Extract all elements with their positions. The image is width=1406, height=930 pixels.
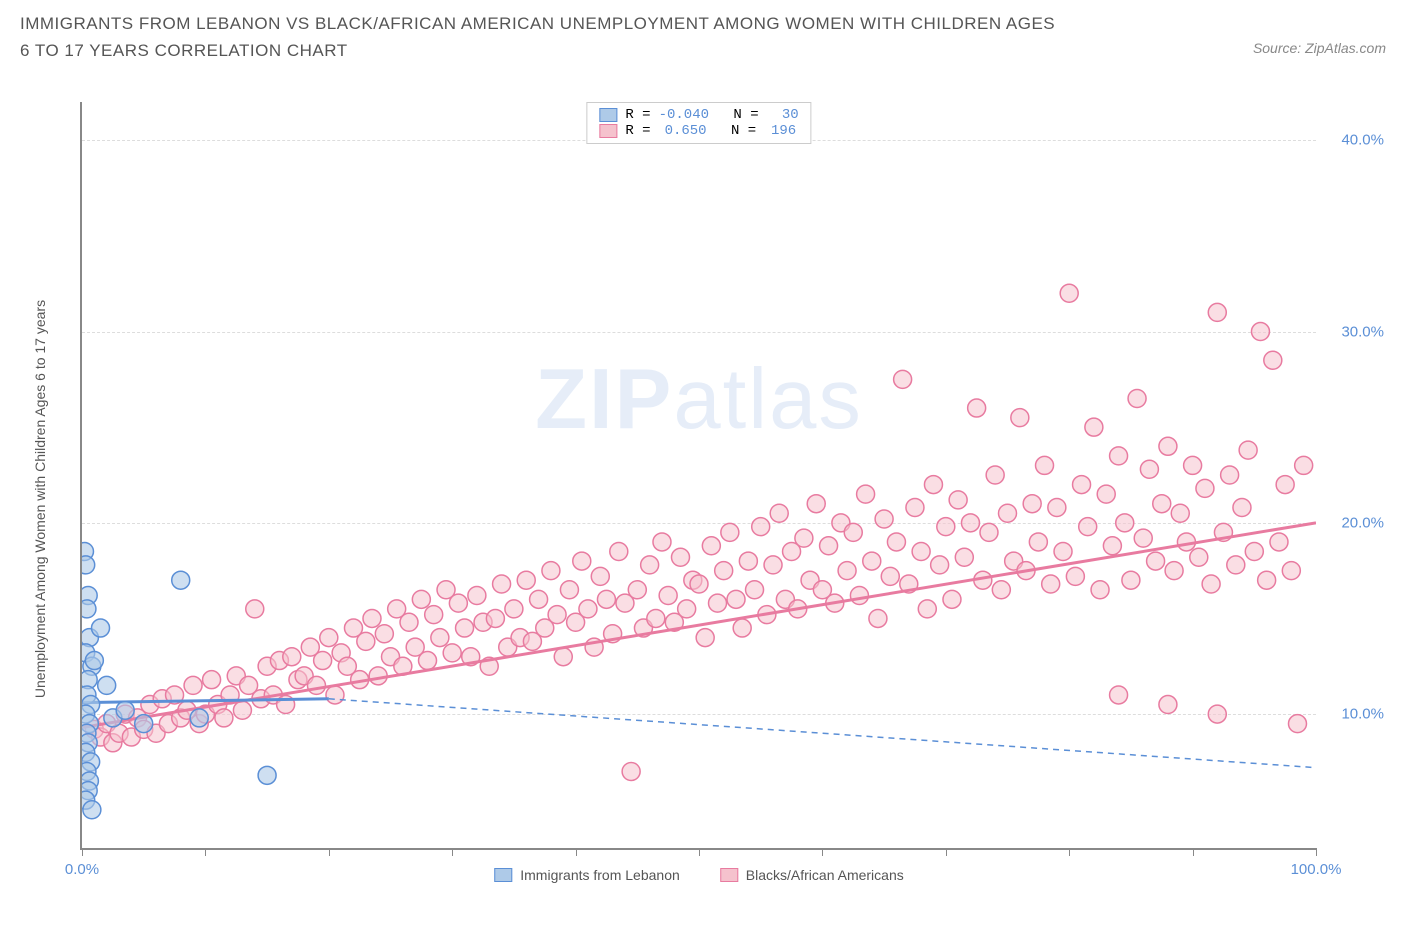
- legend-item-black: Blacks/African Americans: [720, 867, 904, 883]
- x-tick: [205, 848, 206, 856]
- x-tick: [452, 848, 453, 856]
- x-tick: [576, 848, 577, 856]
- chart-container: Unemployment Among Women with Children A…: [50, 92, 1386, 890]
- x-tick: [1316, 848, 1317, 856]
- header: IMMIGRANTS FROM LEBANON VS BLACK/AFRICAN…: [0, 0, 1406, 64]
- series-legend: Immigrants from Lebanon Blacks/African A…: [494, 867, 903, 883]
- x-tick: [822, 848, 823, 856]
- y-tick-label: 10.0%: [1341, 706, 1384, 723]
- y-tick-label: 40.0%: [1341, 132, 1384, 149]
- x-tick-label: 100.0%: [1291, 861, 1342, 878]
- plot-area: ZIPatlas R = -0.040 N = 30 R = 0.650 N =…: [80, 102, 1316, 850]
- stats-row-black: R = 0.650 N = 196: [599, 123, 798, 139]
- y-axis-label: Unemployment Among Women with Children A…: [32, 300, 48, 698]
- x-tick: [82, 848, 83, 856]
- y-tick-label: 30.0%: [1341, 323, 1384, 340]
- x-tick: [1069, 848, 1070, 856]
- stats-legend: R = -0.040 N = 30 R = 0.650 N = 196: [586, 102, 811, 144]
- x-tick: [946, 848, 947, 856]
- x-tick: [1193, 848, 1194, 856]
- chart-title: IMMIGRANTS FROM LEBANON VS BLACK/AFRICAN…: [20, 10, 1070, 64]
- swatch-black: [599, 124, 617, 138]
- scatter-svg: [82, 102, 1316, 848]
- x-tick-label: 0.0%: [65, 861, 99, 878]
- swatch-lebanon: [599, 108, 617, 122]
- swatch-lebanon-icon: [494, 868, 512, 882]
- swatch-black-icon: [720, 868, 738, 882]
- legend-item-lebanon: Immigrants from Lebanon: [494, 867, 680, 883]
- x-tick: [699, 848, 700, 856]
- stats-row-lebanon: R = -0.040 N = 30: [599, 107, 798, 123]
- y-tick-label: 20.0%: [1341, 514, 1384, 531]
- x-tick: [329, 848, 330, 856]
- source-attribution: Source: ZipAtlas.com: [1253, 40, 1386, 56]
